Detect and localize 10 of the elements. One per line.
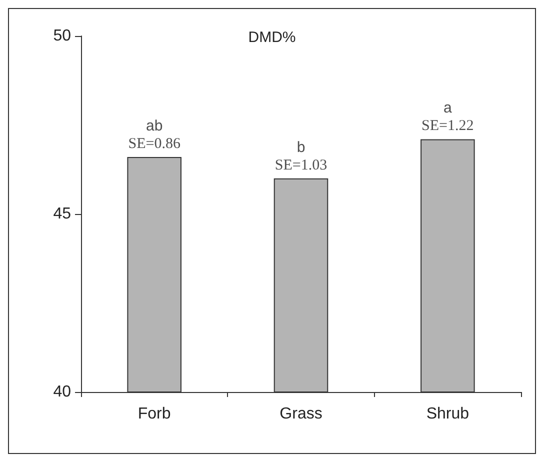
annotation: ab SE=0.86 <box>128 118 181 152</box>
chart-title: DMD% <box>248 29 296 46</box>
y-tick-label: 45 <box>53 206 72 222</box>
y-tick-label: 50 <box>53 28 72 44</box>
annotation: b SE=1.03 <box>274 138 328 174</box>
y-tick-label: 40 <box>53 384 72 400</box>
x-tick-label: Grass <box>280 406 322 422</box>
annotation: a SE=1.22 <box>422 100 474 134</box>
x-tick-label: Forb <box>138 406 171 422</box>
x-tick-label: Shrub <box>426 406 470 422</box>
